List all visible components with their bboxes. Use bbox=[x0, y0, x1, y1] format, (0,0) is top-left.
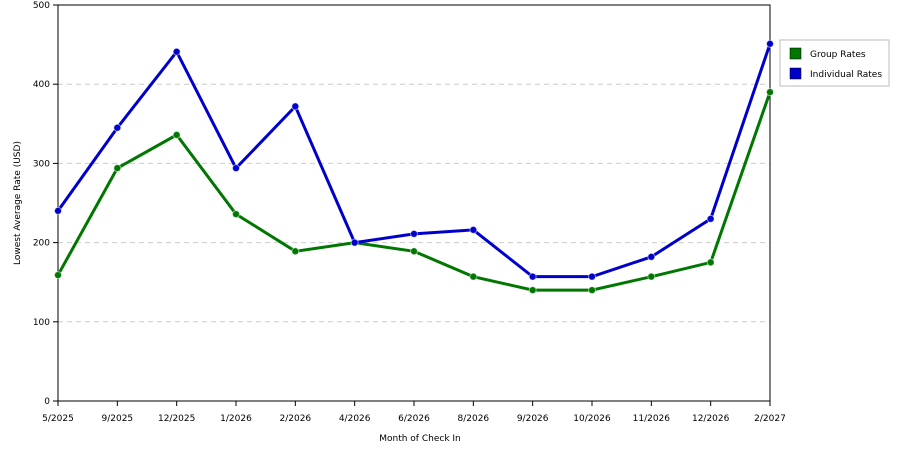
point bbox=[172, 130, 181, 139]
y-tick-label: 500 bbox=[33, 1, 50, 11]
y-tick-label: 300 bbox=[33, 159, 50, 169]
x-tick-label: 1/2026 bbox=[220, 414, 252, 424]
y-tick-label: 0 bbox=[44, 397, 50, 407]
x-tick-label: 10/2026 bbox=[573, 414, 611, 424]
x-tick-label: 12/2026 bbox=[692, 414, 730, 424]
x-tick-label: 12/2025 bbox=[158, 414, 195, 424]
point bbox=[113, 164, 122, 173]
point bbox=[54, 206, 62, 215]
point bbox=[291, 247, 300, 256]
x-tick-label: 2/2027 bbox=[754, 414, 786, 424]
point bbox=[350, 238, 359, 247]
x-axis-title: Month of Check In bbox=[379, 434, 461, 444]
point bbox=[766, 39, 774, 48]
line bbox=[56, 91, 772, 292]
point bbox=[172, 47, 181, 56]
x-tick-label: 6/2026 bbox=[398, 414, 430, 424]
legend-swatch bbox=[789, 47, 802, 60]
y-tick-label: 200 bbox=[33, 239, 50, 249]
point bbox=[291, 102, 300, 111]
x-tick-label: 5/2025 bbox=[42, 414, 74, 424]
legend-label: Individual Rates bbox=[810, 70, 882, 80]
x-tick-label: 2/2026 bbox=[279, 414, 311, 424]
x-tick-label: 9/2026 bbox=[517, 414, 549, 424]
x-tick-label: 11/2026 bbox=[633, 414, 671, 424]
y-tick-label: 400 bbox=[33, 80, 50, 90]
point bbox=[766, 88, 774, 97]
point bbox=[647, 252, 656, 261]
point bbox=[706, 258, 715, 267]
point bbox=[469, 225, 478, 234]
point bbox=[588, 286, 596, 295]
point bbox=[232, 164, 240, 173]
point bbox=[232, 210, 240, 219]
legend-label: Group Rates bbox=[810, 50, 866, 60]
point bbox=[54, 271, 62, 280]
plot-frame bbox=[57, 4, 771, 402]
point bbox=[528, 286, 537, 295]
point bbox=[469, 272, 478, 281]
point bbox=[528, 272, 537, 281]
x-tick-label: 8/2026 bbox=[457, 414, 489, 424]
point bbox=[410, 247, 418, 256]
point bbox=[113, 123, 122, 132]
y-tick-label: 100 bbox=[33, 318, 50, 328]
point bbox=[588, 272, 596, 281]
y-axis-title: Lowest Average Rate (USD) bbox=[13, 141, 23, 265]
x-tick-label: 9/2025 bbox=[101, 414, 133, 424]
point bbox=[706, 214, 715, 223]
point bbox=[647, 272, 656, 281]
legend-swatch bbox=[789, 67, 802, 80]
line bbox=[56, 43, 772, 279]
x-tick-label: 4/2026 bbox=[339, 414, 371, 424]
point bbox=[410, 229, 418, 238]
